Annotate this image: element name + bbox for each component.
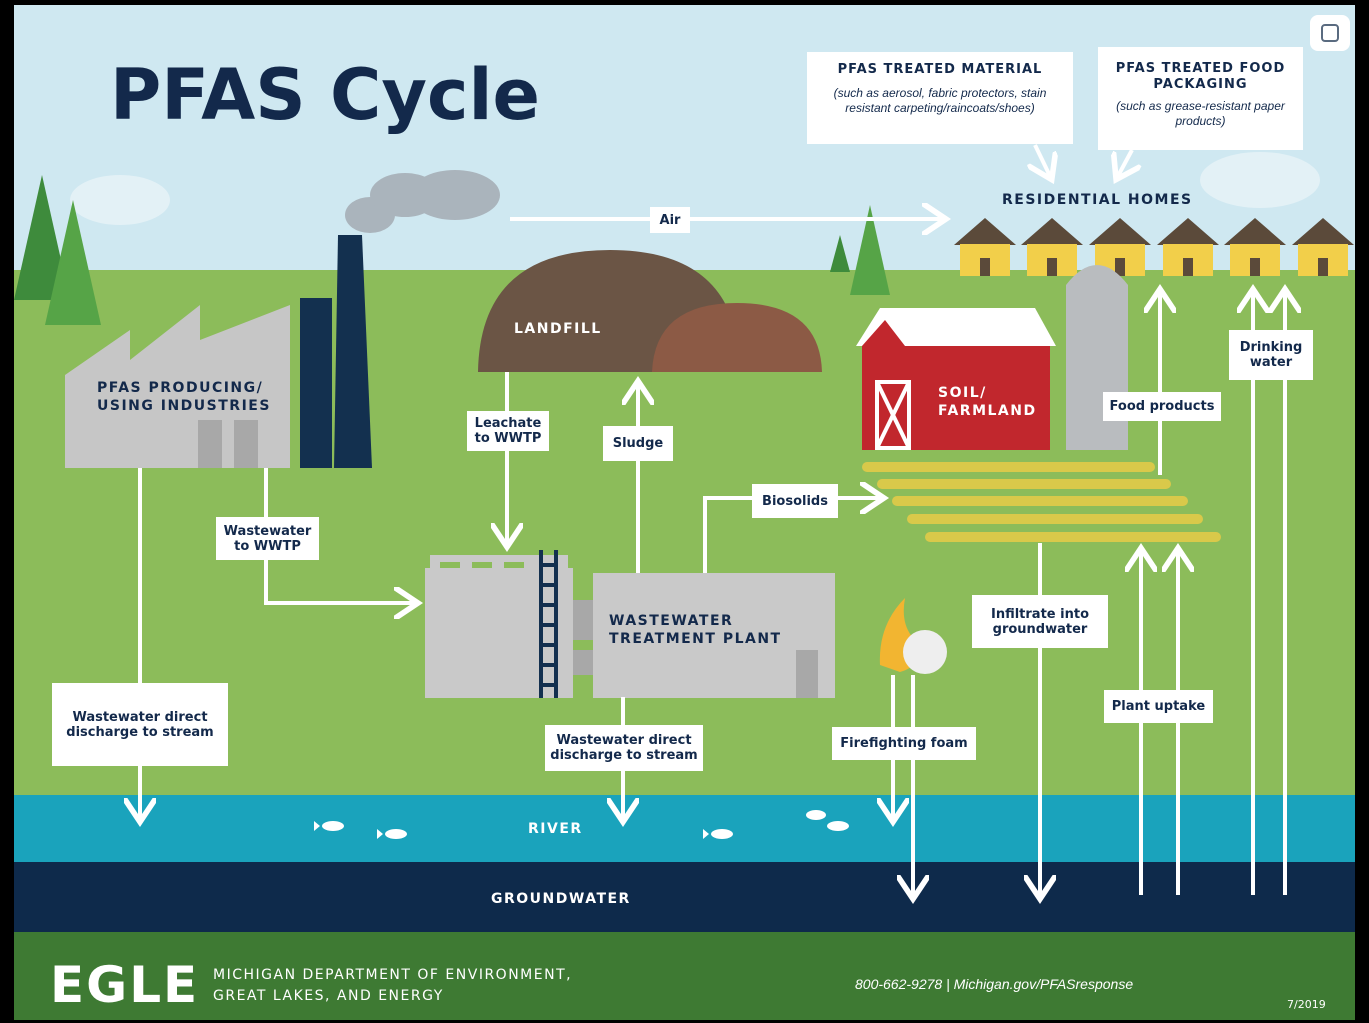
agency: MICHIGAN DEPARTMENT OF ENVIRONMENT, GREA… (213, 965, 593, 1007)
flow-label: Food products (1103, 392, 1221, 421)
flow-label: Wastewater direct discharge to stream (52, 683, 228, 766)
source-box: PFAS TREATED MATERIAL (such as aerosol, … (807, 52, 1073, 144)
title: PFAS Cycle (110, 50, 540, 140)
stack (300, 298, 332, 468)
date: 7/2019 (1287, 998, 1326, 1011)
flow-label: Firefighting foam (832, 727, 976, 760)
tank-slots (440, 562, 524, 568)
scene (0, 0, 1369, 1023)
flow-label: Air (650, 207, 690, 233)
tank (425, 568, 573, 698)
groundwater (14, 862, 1355, 932)
place-label: RESIDENTIAL HOMES (1002, 191, 1193, 209)
factory-door (234, 420, 258, 468)
flow-label: Wastewater direct discharge to stream (545, 725, 703, 771)
flow-label: Wastewater to WWTP (216, 517, 319, 560)
factory-door (198, 420, 222, 468)
flow-label: Leachate to WWTP (467, 411, 549, 451)
river (14, 795, 1355, 863)
source-title: PFAS TREATED FOOD PACKAGING (1106, 61, 1295, 93)
place-label: GROUNDWATER (491, 890, 631, 908)
flow-label: Infiltrate into groundwater (972, 595, 1108, 648)
source-note: (such as grease-resistant paper products… (1106, 99, 1295, 129)
infographic: PFAS Cycle PFAS TREATED MATERIAL (such a… (0, 0, 1369, 1023)
contact: 800-662-9278 | Michigan.gov/PFASresponse (855, 976, 1133, 992)
logo: EGLE (50, 955, 199, 1015)
flow-label: Plant uptake (1104, 690, 1213, 723)
place-label: LANDFILL (514, 320, 602, 338)
plant-door (796, 650, 818, 698)
pipe (573, 600, 593, 640)
place-label: RIVER (528, 820, 583, 838)
viewer-button[interactable] (1310, 15, 1350, 51)
pipe (573, 650, 593, 675)
source-box: PFAS TREATED FOOD PACKAGING (such as gre… (1098, 47, 1303, 150)
silo (1066, 265, 1128, 450)
place-label: PFAS PRODUCING/ USING INDUSTRIES (97, 379, 272, 415)
flow-label: Sludge (603, 426, 673, 461)
flow-label: Drinking water (1229, 330, 1313, 380)
place-label: SOIL/ FARMLAND (938, 384, 1048, 420)
source-title: PFAS TREATED MATERIAL (815, 62, 1065, 78)
source-note: (such as aerosol, fabric protectors, sta… (815, 86, 1065, 116)
place-label: WASTEWATER TREATMENT PLANT (609, 612, 789, 648)
flow-label: Biosolids (752, 484, 838, 518)
